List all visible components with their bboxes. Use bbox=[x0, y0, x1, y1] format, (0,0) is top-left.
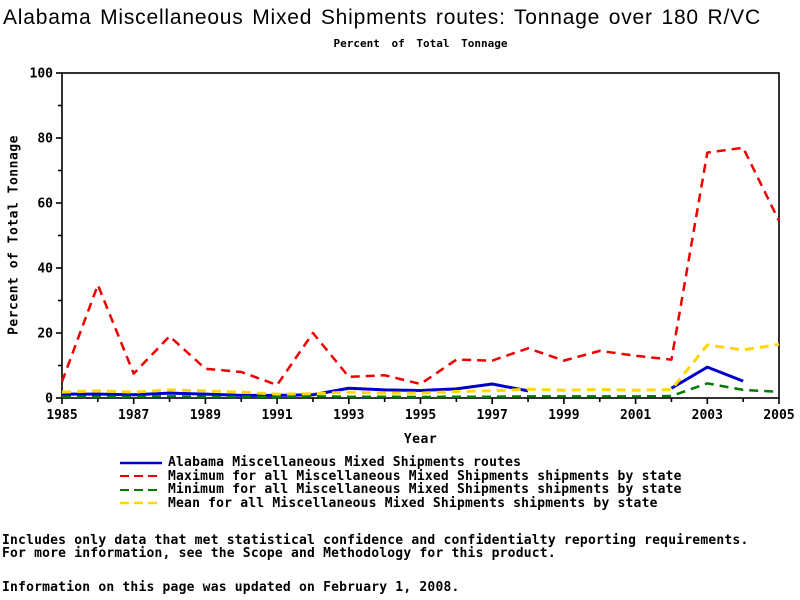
series-line-1 bbox=[60, 146, 781, 387]
x-tick-label: 2003 bbox=[692, 408, 723, 423]
plot-border bbox=[61, 72, 780, 399]
y-tick-label: 40 bbox=[37, 262, 53, 277]
y-tick-label: 0 bbox=[45, 392, 53, 407]
x-tick-label: 1993 bbox=[333, 408, 364, 423]
legend-label: Maximum for all Miscellaneous Mixed Ship… bbox=[168, 468, 682, 484]
y-tick-label: 100 bbox=[30, 67, 54, 82]
chart-legend: Alabama Miscellaneous Mixed Shipments ro… bbox=[120, 455, 682, 511]
y-tick-label: 60 bbox=[37, 197, 53, 212]
legend-label: Minimum for all Miscellaneous Mixed Ship… bbox=[168, 482, 682, 498]
x-tick-label: 2005 bbox=[763, 408, 794, 423]
chart-subtitle: Percent of Total Tonnage bbox=[333, 37, 508, 50]
footnote-updated: Information on this page was updated on … bbox=[2, 580, 460, 595]
x-tick-label: 2001 bbox=[620, 408, 651, 423]
x-tick-label: 1985 bbox=[46, 408, 77, 423]
legend-item-mean: Mean for all Miscellaneous Mixed Shipmen… bbox=[120, 495, 682, 511]
legend-line-swatch-mean bbox=[120, 502, 162, 505]
x-tick-label: 1991 bbox=[261, 408, 292, 423]
series-line-0 bbox=[670, 365, 744, 390]
footnote-line-2: For more information, see the Scope and … bbox=[2, 546, 556, 561]
chart-canvas: 0 20 40 60 80 100 1985 1987 1989 1991 1993 1995 1997… bbox=[30, 67, 795, 424]
x-tick-label: 1999 bbox=[548, 408, 579, 423]
legend-label: Mean for all Miscellaneous Mixed Shipmen… bbox=[168, 495, 658, 511]
x-tick-label: 1997 bbox=[477, 408, 508, 423]
legend-item-minimum: Minimum for all Miscellaneous Mixed Ship… bbox=[120, 482, 682, 498]
y-tick-label: 80 bbox=[37, 132, 53, 147]
legend-line-swatch-minimum bbox=[120, 488, 162, 491]
x-tick-label: 1989 bbox=[190, 408, 221, 423]
x-axis-label: Year bbox=[403, 432, 438, 447]
chart-title: Alabama Miscellaneous Mixed Shipments ro… bbox=[3, 6, 761, 29]
legend-label: Alabama Miscellaneous Mixed Shipments ro… bbox=[168, 455, 522, 471]
x-tick-label: 1995 bbox=[405, 408, 436, 423]
legend-line-swatch-alabama bbox=[120, 461, 162, 464]
x-tick-label: 1987 bbox=[118, 408, 149, 423]
legend-line-swatch-maximum bbox=[120, 475, 162, 478]
y-axis-label: Percent of Total Tonnage bbox=[6, 135, 22, 335]
footnote-line-1: Includes only data that met statistical … bbox=[2, 533, 749, 548]
legend-item-maximum: Maximum for all Miscellaneous Mixed Ship… bbox=[120, 468, 682, 484]
y-tick-label: 20 bbox=[37, 327, 53, 342]
legend-item-alabama: Alabama Miscellaneous Mixed Shipments ro… bbox=[120, 455, 682, 471]
